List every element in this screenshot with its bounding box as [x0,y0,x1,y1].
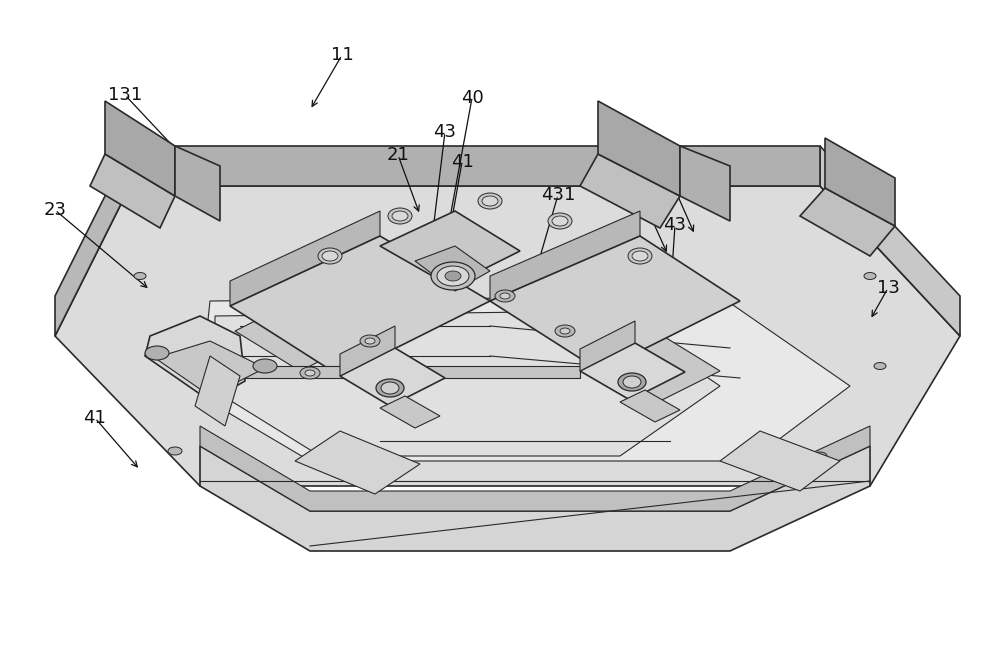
Ellipse shape [482,196,498,206]
Ellipse shape [445,271,461,281]
Polygon shape [415,246,490,291]
Polygon shape [680,146,730,221]
Polygon shape [295,431,420,494]
Text: 43: 43 [434,123,456,141]
Polygon shape [55,146,130,336]
Ellipse shape [376,379,404,397]
Ellipse shape [874,363,886,369]
Polygon shape [130,146,820,186]
Ellipse shape [360,335,380,347]
Ellipse shape [431,262,475,290]
Text: 41: 41 [451,153,473,171]
Ellipse shape [552,216,568,226]
Polygon shape [215,311,720,456]
Ellipse shape [388,208,412,224]
Polygon shape [598,101,680,196]
Text: 25: 25 [330,459,354,477]
Text: 41: 41 [629,184,651,202]
Text: 40: 40 [651,151,673,169]
Ellipse shape [437,266,469,286]
Ellipse shape [134,272,146,279]
Polygon shape [800,188,895,256]
Polygon shape [230,236,490,376]
Text: 131: 131 [108,86,142,104]
Ellipse shape [168,447,182,455]
Polygon shape [595,331,720,401]
Polygon shape [245,366,580,378]
Polygon shape [105,101,175,196]
Polygon shape [580,321,635,371]
Ellipse shape [618,373,646,391]
Ellipse shape [813,452,827,460]
Ellipse shape [253,359,277,373]
Polygon shape [195,356,240,426]
Text: 13: 13 [877,279,899,297]
Polygon shape [175,146,220,221]
Text: 21: 21 [387,146,409,164]
Ellipse shape [145,346,169,360]
Ellipse shape [632,251,648,261]
Ellipse shape [322,251,338,261]
Ellipse shape [392,211,408,221]
Ellipse shape [318,248,342,264]
Ellipse shape [628,248,652,264]
Polygon shape [90,154,175,228]
Polygon shape [580,343,685,400]
Text: 43: 43 [664,216,686,234]
Ellipse shape [555,325,575,337]
Polygon shape [380,211,520,286]
Ellipse shape [864,272,876,279]
Ellipse shape [365,338,375,344]
Text: 23: 23 [44,201,66,219]
Ellipse shape [495,290,515,302]
Ellipse shape [381,382,399,394]
Text: 20: 20 [234,381,256,399]
Polygon shape [230,211,380,306]
Polygon shape [820,146,960,336]
Ellipse shape [560,328,570,334]
Polygon shape [235,306,350,371]
Text: 431: 431 [541,186,575,204]
Ellipse shape [500,293,510,299]
Polygon shape [200,446,870,551]
Ellipse shape [305,370,315,376]
Polygon shape [55,186,960,486]
Polygon shape [620,390,680,422]
Text: 11: 11 [331,46,353,64]
Polygon shape [490,211,640,301]
Ellipse shape [478,193,502,209]
Polygon shape [720,431,840,491]
Polygon shape [200,426,870,511]
Ellipse shape [548,213,572,229]
Polygon shape [490,236,740,371]
Ellipse shape [623,376,641,388]
Polygon shape [380,396,440,428]
Polygon shape [155,341,265,396]
Polygon shape [825,138,895,226]
Polygon shape [200,296,850,461]
Polygon shape [340,326,395,376]
Text: 40: 40 [461,89,483,107]
Text: 41: 41 [84,409,106,427]
Polygon shape [145,316,245,401]
Polygon shape [580,154,680,228]
Ellipse shape [300,367,320,379]
Polygon shape [340,348,445,406]
